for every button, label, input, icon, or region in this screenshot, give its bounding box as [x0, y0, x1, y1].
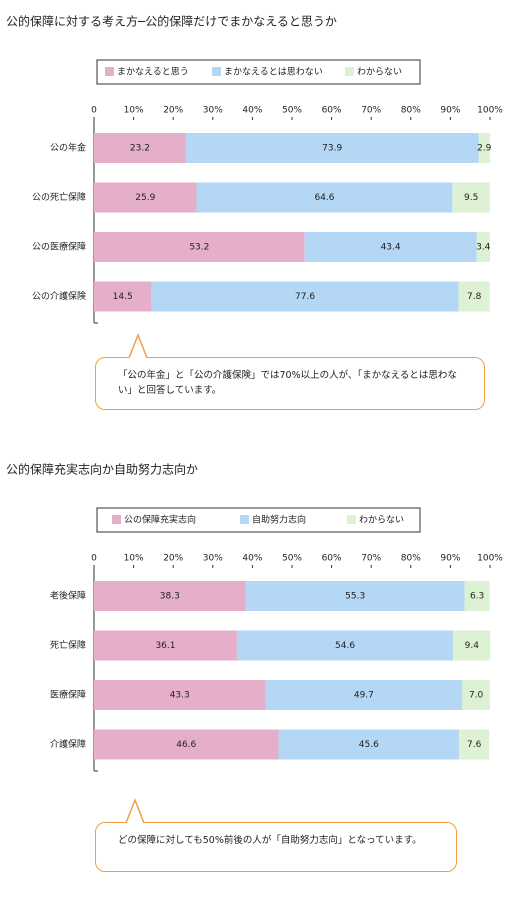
- x-tick-label: 40%: [242, 106, 262, 116]
- legend-label: まかなえると思う: [117, 67, 189, 78]
- legend-box: [96, 59, 421, 85]
- bar-segment: [236, 630, 454, 661]
- bar-segment: [94, 133, 186, 163]
- value-label: 36.1: [155, 641, 175, 651]
- value-label: 43.3: [170, 691, 190, 701]
- x-tick-label: 60%: [322, 554, 342, 564]
- bar-segment: [265, 680, 463, 710]
- x-tick-label: 20%: [163, 554, 183, 564]
- category-label: 公の介護保険: [32, 290, 86, 302]
- category-label: 介護保障: [50, 738, 86, 750]
- x-tick-label: 30%: [203, 554, 223, 564]
- x-tick-label: 100%: [477, 554, 503, 564]
- x-tick-label: 90%: [440, 554, 460, 564]
- legend-label: 自助努力志向: [252, 514, 306, 526]
- chart-title: 公的保障充実志向か自助努力志向か: [6, 462, 198, 477]
- bar-segment: [94, 680, 266, 710]
- legend-label: わからない: [359, 515, 404, 526]
- callout: どの保障に対しても50%前後の人が「自助努力志向」となっています。: [95, 822, 457, 872]
- x-tick-label: 70%: [361, 554, 381, 564]
- legend-swatch: [112, 515, 121, 524]
- bar-segment: [196, 182, 453, 213]
- category-label: 老後保障: [50, 590, 86, 602]
- x-tick-label: 30%: [203, 106, 223, 116]
- bar-segment: [452, 182, 490, 213]
- legend-swatch: [212, 67, 221, 76]
- bar-segment: [151, 281, 459, 312]
- bar-segment: [278, 729, 460, 760]
- value-label: 73.9: [322, 144, 342, 154]
- value-label: 14.5: [113, 292, 133, 302]
- x-tick-label: 50%: [282, 554, 302, 564]
- value-label: 77.6: [295, 292, 315, 302]
- x-tick-label: 0: [91, 554, 97, 564]
- bar-segment: [94, 232, 305, 262]
- callout: 「公の年金」と「公の介護保険」では70%以上の人が、「まかなえるとは思わない」と…: [95, 357, 485, 410]
- x-tick-label: 40%: [242, 554, 262, 564]
- x-tick-label: 80%: [401, 554, 421, 564]
- value-label: 38.3: [160, 592, 180, 602]
- value-label: 6.3: [470, 592, 484, 602]
- value-label: 25.9: [135, 193, 155, 203]
- chart-title: 公的保障に対する考え方─公的保障だけでまかなえると思うか: [6, 14, 337, 29]
- value-label: 9.4: [465, 641, 480, 651]
- value-label: 43.4: [381, 243, 401, 253]
- value-label: 7.8: [467, 292, 482, 302]
- value-label: 53.2: [189, 243, 209, 253]
- bar-segment: [459, 729, 490, 760]
- x-tick-label: 70%: [361, 106, 381, 116]
- category-label: 公の医療保障: [32, 241, 86, 253]
- category-label: 医療保障: [50, 689, 86, 701]
- bar-segment: [478, 133, 490, 163]
- x-tick-label: 60%: [322, 106, 342, 116]
- bar-segment: [458, 281, 490, 312]
- value-label: 7.6: [467, 740, 482, 750]
- value-label: 9.5: [464, 193, 478, 203]
- legend-label: 公の保障充実志向: [124, 514, 196, 526]
- value-label: 2.9: [477, 144, 492, 154]
- bar-segment: [185, 133, 479, 163]
- legend-label: わからない: [357, 67, 402, 78]
- value-label: 46.6: [176, 740, 196, 750]
- legend-swatch: [105, 67, 114, 76]
- legend-box: [96, 507, 421, 533]
- value-label: 7.0: [469, 691, 484, 701]
- x-tick-label: 80%: [401, 106, 421, 116]
- x-tick-label: 20%: [163, 106, 183, 116]
- x-tick-label: 90%: [440, 106, 460, 116]
- value-label: 54.6: [335, 641, 355, 651]
- bar-segment: [464, 581, 490, 611]
- legend-swatch: [240, 515, 249, 524]
- bar-segment: [245, 581, 465, 611]
- bar-segment: [94, 581, 246, 611]
- bar-segment: [476, 232, 490, 262]
- category-label: 公の死亡保障: [32, 191, 86, 203]
- category-label: 公の年金: [50, 142, 86, 154]
- value-label: 64.6: [314, 193, 334, 203]
- value-label: 3.4: [476, 243, 491, 253]
- bar-segment: [94, 281, 152, 312]
- bar-segment: [304, 232, 477, 262]
- x-tick-label: 50%: [282, 106, 302, 116]
- bar-segment: [462, 680, 490, 710]
- value-label: 49.7: [354, 691, 374, 701]
- x-tick-label: 10%: [124, 106, 144, 116]
- bar-segment: [94, 182, 197, 213]
- x-tick-label: 10%: [124, 554, 144, 564]
- legend-label: まかなえるとは思わない: [224, 67, 323, 78]
- category-label: 死亡保障: [50, 639, 86, 651]
- value-label: 55.3: [345, 592, 365, 602]
- value-label: 45.6: [359, 740, 379, 750]
- x-tick-label: 100%: [477, 106, 503, 116]
- legend-swatch: [345, 67, 354, 76]
- bar-segment: [453, 630, 491, 661]
- value-label: 23.2: [130, 144, 150, 154]
- bar-segment: [94, 729, 279, 760]
- bar-segment: [94, 630, 237, 661]
- legend-swatch: [347, 515, 356, 524]
- x-tick-label: 0: [91, 106, 97, 116]
